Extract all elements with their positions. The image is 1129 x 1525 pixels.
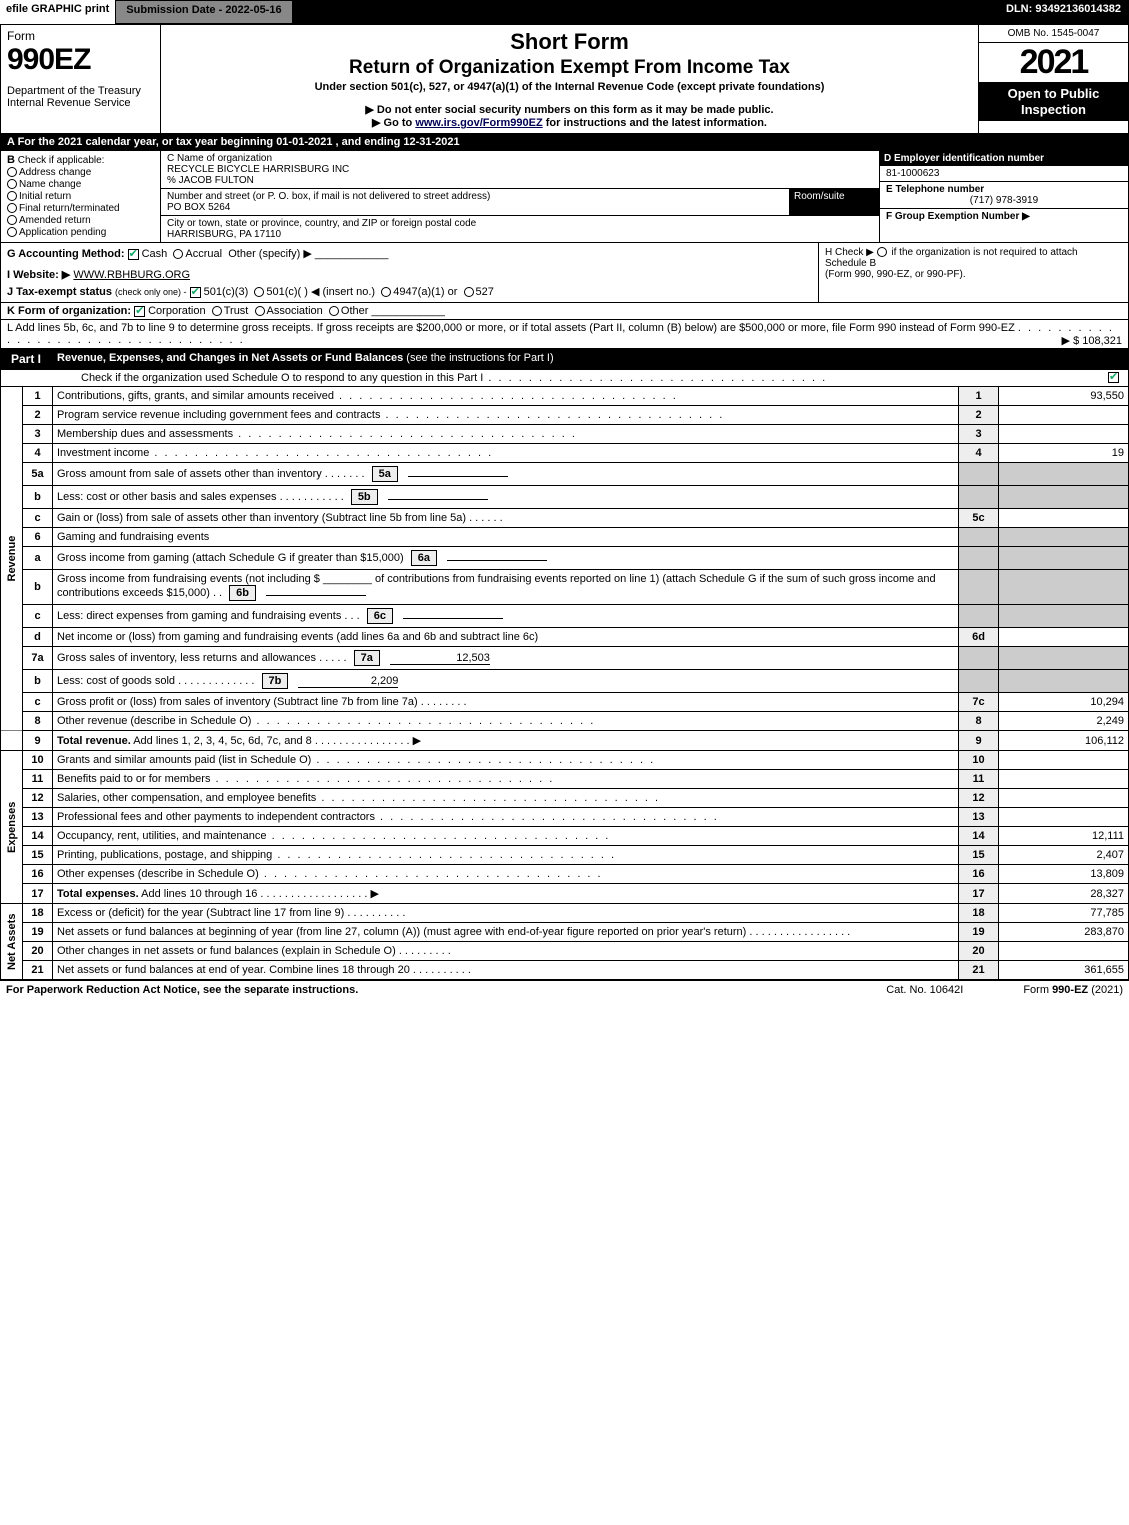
j-tax-exempt: J Tax-exempt status (check only one) - 5…: [7, 285, 812, 298]
footer-right: Form 990-EZ (2021): [1023, 984, 1123, 996]
footer: For Paperwork Reduction Act Notice, see …: [0, 980, 1129, 999]
form-word: Form: [7, 29, 154, 43]
website-value[interactable]: WWW.RBHBURG.ORG: [73, 269, 190, 281]
subtitle-3: ▶ Go to www.irs.gov/Form990EZ for instru…: [169, 116, 970, 129]
chk-amended-return[interactable]: Amended return: [7, 215, 154, 226]
k-other[interactable]: [329, 306, 339, 316]
h-check[interactable]: [877, 247, 887, 257]
tax-year: 2021: [979, 43, 1128, 82]
amt-19: 283,870: [999, 923, 1129, 942]
c-city: HARRISBURG, PA 17110: [167, 229, 873, 240]
dept-irs: Internal Revenue Service: [7, 97, 154, 109]
side-net-assets: Net Assets: [1, 904, 23, 980]
top-bar: efile GRAPHIC print Submission Date - 20…: [0, 0, 1129, 24]
header-left: Form 990EZ Department of the Treasury In…: [1, 25, 161, 133]
part-i-tab: Part I: [1, 349, 51, 369]
form-header: Form 990EZ Department of the Treasury In…: [0, 24, 1129, 134]
header-right: OMB No. 1545-0047 2021 Open to Public In…: [978, 25, 1128, 133]
short-form-title: Short Form: [169, 29, 970, 55]
header-mid: Short Form Return of Organization Exempt…: [161, 25, 978, 133]
chk-application-pending[interactable]: Application pending: [7, 227, 154, 238]
schedule-o-check[interactable]: [1108, 372, 1119, 383]
side-revenue: Revenue: [1, 387, 23, 731]
c-room-label: Room/suite: [789, 189, 879, 216]
e-tel-label: E Telephone number: [880, 182, 1128, 195]
chk-initial-return[interactable]: Initial return: [7, 191, 154, 202]
amt-18: 77,785: [999, 904, 1129, 923]
col-d: D Employer identification number 81-1000…: [880, 151, 1128, 242]
amt-7c: 10,294: [999, 693, 1129, 712]
c-addr-label: Number and street (or P. O. box, if mail…: [167, 191, 783, 202]
block-bcd: B Check if applicable: Address change Na…: [0, 151, 1129, 243]
amt-7a: 12,503: [390, 652, 490, 665]
amt-21: 361,655: [999, 961, 1129, 980]
amt-17: 28,327: [999, 884, 1129, 904]
g-accrual-check[interactable]: [173, 249, 183, 259]
l-amount: ▶ $ 108,321: [1062, 334, 1122, 347]
c-care-of: % JACOB FULTON: [167, 175, 873, 186]
d-ein: 81-1000623: [880, 166, 1128, 182]
footer-left: For Paperwork Reduction Act Notice, see …: [6, 984, 886, 996]
col-c: C Name of organization RECYCLE BICYCLE H…: [161, 151, 880, 242]
c-name-label: C Name of organization: [167, 153, 873, 164]
amt-1: 93,550: [999, 387, 1129, 406]
amt-4: 19: [999, 444, 1129, 463]
row-gh: G Accounting Method: Cash Accrual Other …: [0, 243, 1129, 303]
amt-15: 2,407: [999, 846, 1129, 865]
dept-treasury: Department of the Treasury: [7, 85, 154, 97]
sub3-pre: ▶ Go to: [372, 117, 415, 129]
c-city-label: City or town, state or province, country…: [167, 218, 873, 229]
j-501c3[interactable]: [190, 287, 201, 298]
b-hint: Check if applicable:: [18, 155, 105, 166]
amt-9: 106,112: [999, 731, 1129, 751]
chk-final-return[interactable]: Final return/terminated: [7, 203, 154, 214]
chk-name-change[interactable]: Name change: [7, 179, 154, 190]
amt-8: 2,249: [999, 712, 1129, 731]
efile-label: efile GRAPHIC print: [0, 0, 115, 24]
part-i-checkline: Check if the organization used Schedule …: [0, 370, 1129, 387]
row-k: K Form of organization: Corporation Trus…: [0, 303, 1129, 320]
sub3-post: for instructions and the latest informat…: [543, 117, 767, 129]
side-expenses: Expenses: [1, 751, 23, 904]
g-accounting: G Accounting Method: Cash Accrual Other …: [7, 247, 812, 260]
col-b: B Check if applicable: Address change Na…: [1, 151, 161, 242]
i-website: I Website: ▶ WWW.RBHBURG.ORG: [7, 268, 812, 281]
subtitle-1: Under section 501(c), 527, or 4947(a)(1)…: [169, 81, 970, 93]
submission-date: Submission Date - 2022-05-16: [115, 0, 292, 24]
j-4947[interactable]: [381, 287, 391, 297]
row-l: L Add lines 5b, 6c, and 7b to line 9 to …: [0, 320, 1129, 349]
ln-1: 1: [23, 387, 53, 406]
line-a: A For the 2021 calendar year, or tax yea…: [0, 134, 1129, 151]
k-trust[interactable]: [212, 306, 222, 316]
chk-address-change[interactable]: Address change: [7, 167, 154, 178]
part-i-header: Part I Revenue, Expenses, and Changes in…: [0, 349, 1129, 370]
form-number: 990EZ: [7, 43, 154, 77]
open-to-public: Open to Public Inspection: [979, 82, 1128, 121]
amt-14: 12,111: [999, 827, 1129, 846]
f-group-exemption: F Group Exemption Number ▶: [880, 209, 1128, 224]
k-corporation[interactable]: [134, 306, 145, 317]
j-501c[interactable]: [254, 287, 264, 297]
subtitle-2: ▶ Do not enter social security numbers o…: [169, 103, 970, 116]
omb-number: OMB No. 1545-0047: [979, 25, 1128, 43]
e-telephone: (717) 978-3919: [880, 195, 1128, 209]
c-address: PO BOX 5264: [167, 202, 783, 213]
d-ein-label: D Employer identification number: [880, 151, 1128, 166]
irs-link[interactable]: www.irs.gov/Form990EZ: [415, 117, 542, 129]
h-box: H Check ▶ if the organization is not req…: [818, 243, 1128, 302]
j-527[interactable]: [464, 287, 474, 297]
dln: DLN: 93492136014382: [998, 0, 1129, 24]
k-association[interactable]: [255, 306, 265, 316]
amt-16: 13,809: [999, 865, 1129, 884]
lines-table: Revenue 1 Contributions, gifts, grants, …: [0, 387, 1129, 980]
c-org-name: RECYCLE BICYCLE HARRISBURG INC: [167, 164, 873, 175]
amt-7b: 2,209: [298, 675, 398, 688]
main-title: Return of Organization Exempt From Incom…: [169, 57, 970, 79]
g-cash-check[interactable]: [128, 249, 139, 260]
part-i-title: Revenue, Expenses, and Changes in Net As…: [51, 349, 1128, 369]
footer-mid: Cat. No. 10642I: [886, 984, 963, 996]
b-label: B: [7, 154, 15, 166]
